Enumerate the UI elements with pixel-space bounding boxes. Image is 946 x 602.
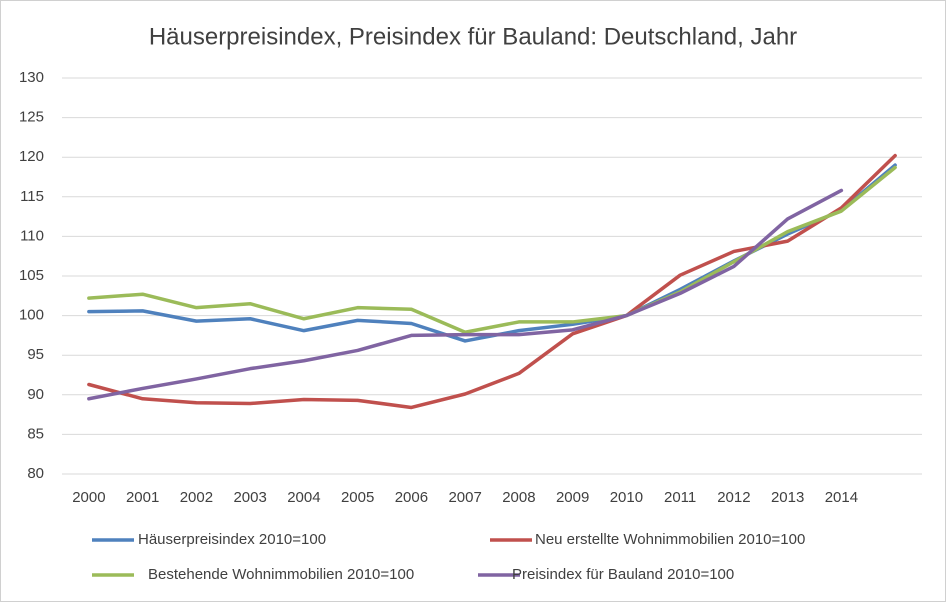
x-tick-label: 2002 bbox=[180, 489, 213, 506]
y-tick-label: 100 bbox=[19, 307, 44, 324]
x-tick-label: 2005 bbox=[341, 489, 374, 506]
legend-label: Neu erstellte Wohnimmobilien 2010=100 bbox=[535, 531, 805, 548]
x-tick-label: 2006 bbox=[395, 489, 428, 506]
x-tick-label: 2010 bbox=[610, 489, 643, 506]
legend-label: Häuserpreisindex 2010=100 bbox=[138, 531, 326, 548]
y-tick-label: 115 bbox=[20, 188, 44, 205]
y-tick-label: 120 bbox=[19, 148, 44, 165]
x-tick-label: 2007 bbox=[448, 489, 481, 506]
line-series bbox=[87, 165, 897, 334]
x-tick-label: 2014 bbox=[825, 489, 858, 506]
y-tick-label: 110 bbox=[20, 227, 44, 244]
x-tick-label: 2012 bbox=[717, 489, 750, 506]
line-series bbox=[87, 188, 844, 401]
y-tick-label: 125 bbox=[19, 109, 44, 126]
y-tick-label: 85 bbox=[27, 425, 44, 442]
y-tick-label: 130 bbox=[19, 69, 44, 86]
x-tick-label: 2001 bbox=[126, 489, 159, 506]
x-tick-label: 2008 bbox=[502, 489, 535, 506]
x-tick-label: 2000 bbox=[72, 489, 105, 506]
x-tick-label: 2009 bbox=[556, 489, 589, 506]
chart-title: Häuserpreisindex, Preisindex für Bauland… bbox=[149, 23, 797, 50]
legend-label: Bestehende Wohnimmobilien 2010=100 bbox=[148, 566, 414, 583]
y-tick-label: 80 bbox=[27, 465, 44, 482]
x-tick-label: 2003 bbox=[233, 489, 266, 506]
y-tick-label: 90 bbox=[27, 386, 44, 403]
y-tick-label: 105 bbox=[19, 267, 44, 284]
x-tick-label: 2013 bbox=[771, 489, 804, 506]
y-tick-label: 95 bbox=[27, 346, 44, 363]
x-tick-label: 2004 bbox=[287, 489, 320, 506]
x-tick-label: 2011 bbox=[664, 489, 696, 506]
legend-label: Preisindex für Bauland 2010=100 bbox=[512, 566, 734, 583]
